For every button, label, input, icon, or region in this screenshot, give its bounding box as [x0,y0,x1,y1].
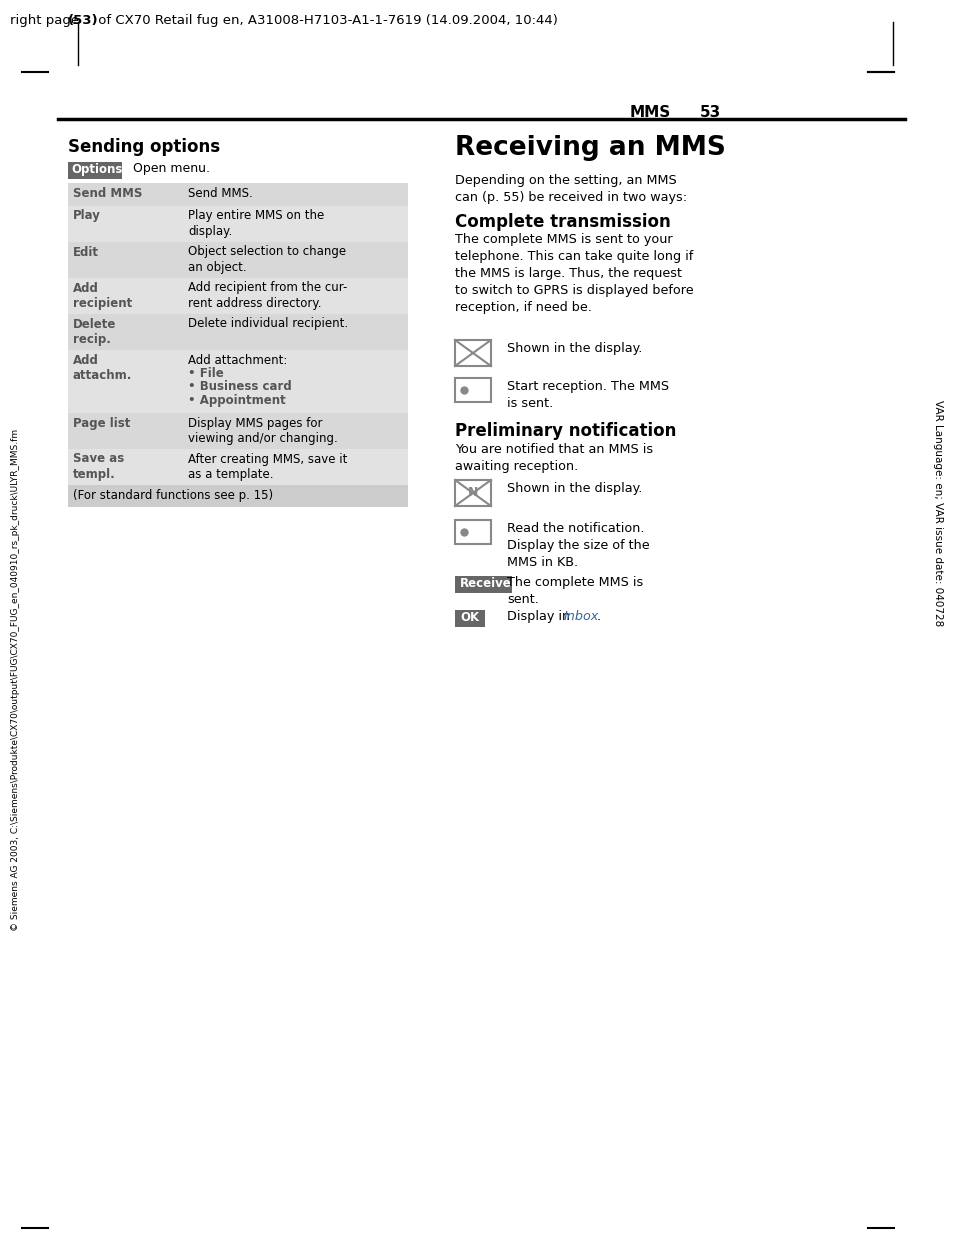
Text: right page: right page [10,14,83,27]
Bar [68,449,408,485]
Bar [68,349,408,412]
Text: The complete MMS is
sent.: The complete MMS is sent. [506,576,642,606]
Text: of CX70 Retail fug en, A31008-H7103-A1-1-7619 (14.09.2004, 10:44): of CX70 Retail fug en, A31008-H7103-A1-1… [94,14,558,27]
Text: • File: • File [188,368,224,380]
Bar [68,412,408,449]
Text: Preliminary notification: Preliminary notification [455,422,676,440]
Bar [68,278,408,314]
Text: Receive: Receive [459,577,511,591]
Text: • Appointment: • Appointment [188,394,286,407]
Text: Delete
recip.: Delete recip. [73,318,116,346]
Text: (For standard functions see p. 15): (For standard functions see p. 15) [73,490,273,502]
Bar [68,314,408,349]
Bar [68,485,408,507]
Bar [455,520,491,545]
Text: Play: Play [73,209,101,223]
Text: Sending options: Sending options [68,138,220,156]
Text: .: . [597,611,600,623]
Text: Start reception. The MMS
is sent.: Start reception. The MMS is sent. [506,380,668,410]
Text: Object selection to change
an object.: Object selection to change an object. [188,245,346,274]
Text: Receiving an MMS: Receiving an MMS [455,135,725,161]
Text: The complete MMS is sent to your
telephone. This can take quite long if
the MMS : The complete MMS is sent to your telepho… [455,233,693,314]
Text: Page list: Page list [73,416,131,430]
Text: • Business card: • Business card [188,380,292,394]
Text: N: N [467,486,477,500]
Text: Add
recipient: Add recipient [73,282,132,310]
Text: Play entire MMS on the
display.: Play entire MMS on the display. [188,209,324,238]
Bar [455,378,491,402]
Text: Add
attachm.: Add attachm. [73,354,132,383]
Text: Display MMS pages for
viewing and/or changing.: Display MMS pages for viewing and/or cha… [188,416,337,445]
Text: Inbox: Inbox [563,611,598,623]
Bar [68,206,408,242]
Bar [455,611,484,627]
Text: You are notified that an MMS is
awaiting reception.: You are notified that an MMS is awaiting… [455,444,653,473]
Text: Edit: Edit [73,245,99,258]
Text: Send MMS.: Send MMS. [188,187,253,201]
Text: Save as
templ.: Save as templ. [73,452,124,481]
Text: Display in: Display in [506,611,574,623]
Text: Shown in the display.: Shown in the display. [506,341,641,355]
Bar [455,340,491,366]
Text: Complete transmission: Complete transmission [455,213,670,231]
Text: 53: 53 [700,105,720,120]
Text: Read the notification.
Display the size of the
MMS in KB.: Read the notification. Display the size … [506,522,649,569]
Text: © Siemens AG 2003, C:\Siemens\Produkte\CX70\output\FUG\CX70_FUG_en_040910_rs_pk_: © Siemens AG 2003, C:\Siemens\Produkte\C… [11,429,20,931]
Text: Shown in the display.: Shown in the display. [506,482,641,495]
Text: Options: Options [71,163,122,176]
Text: Delete individual recipient.: Delete individual recipient. [188,318,348,330]
Text: Send MMS: Send MMS [73,187,142,201]
Text: MMS: MMS [629,105,671,120]
Text: Depending on the setting, an MMS
can (p. 55) be received in two ways:: Depending on the setting, an MMS can (p.… [455,174,686,204]
Text: Add attachment:: Add attachment: [188,354,287,366]
Bar [68,183,408,206]
Text: VAR Language: en; VAR issue date: 040728: VAR Language: en; VAR issue date: 040728 [932,400,942,627]
Text: After creating MMS, save it
as a template.: After creating MMS, save it as a templat… [188,452,347,481]
Bar [68,242,408,278]
Text: OK: OK [459,611,478,624]
Text: (53): (53) [68,14,98,27]
Bar [68,162,122,179]
Text: Open menu.: Open menu. [132,162,210,174]
Text: Add recipient from the cur-
rent address directory.: Add recipient from the cur- rent address… [188,282,347,310]
Bar [455,480,491,506]
Bar [455,576,512,593]
